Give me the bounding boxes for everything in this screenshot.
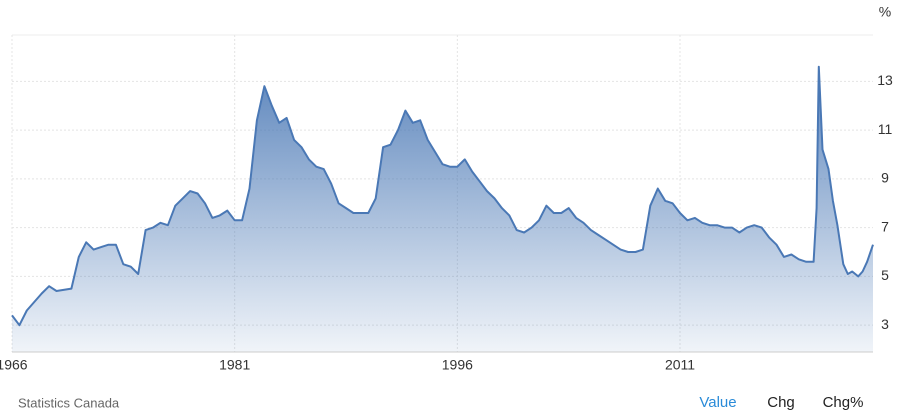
x-tick-label: 1996 [442,357,473,373]
x-tick-label: 2011 [665,357,695,373]
x-tick-label: 1981 [219,357,250,373]
control-button[interactable]: Value [699,394,736,411]
source: Statistics Canada [18,395,120,410]
y-tick-label: 5 [881,267,889,283]
y-tick-label: 9 [881,170,889,186]
y-tick-label: 3 [881,316,889,332]
unit-label: % [879,4,891,20]
y-tick-label: 7 [881,218,889,234]
area [12,66,873,352]
y-tick-label: 13 [877,72,893,88]
control-button[interactable]: Chg [767,394,795,411]
control-button[interactable]: Chg% [823,394,864,411]
x-tick-label: 1966 [0,357,28,373]
y-tick-label: 11 [878,121,893,137]
line [11,65,874,327]
